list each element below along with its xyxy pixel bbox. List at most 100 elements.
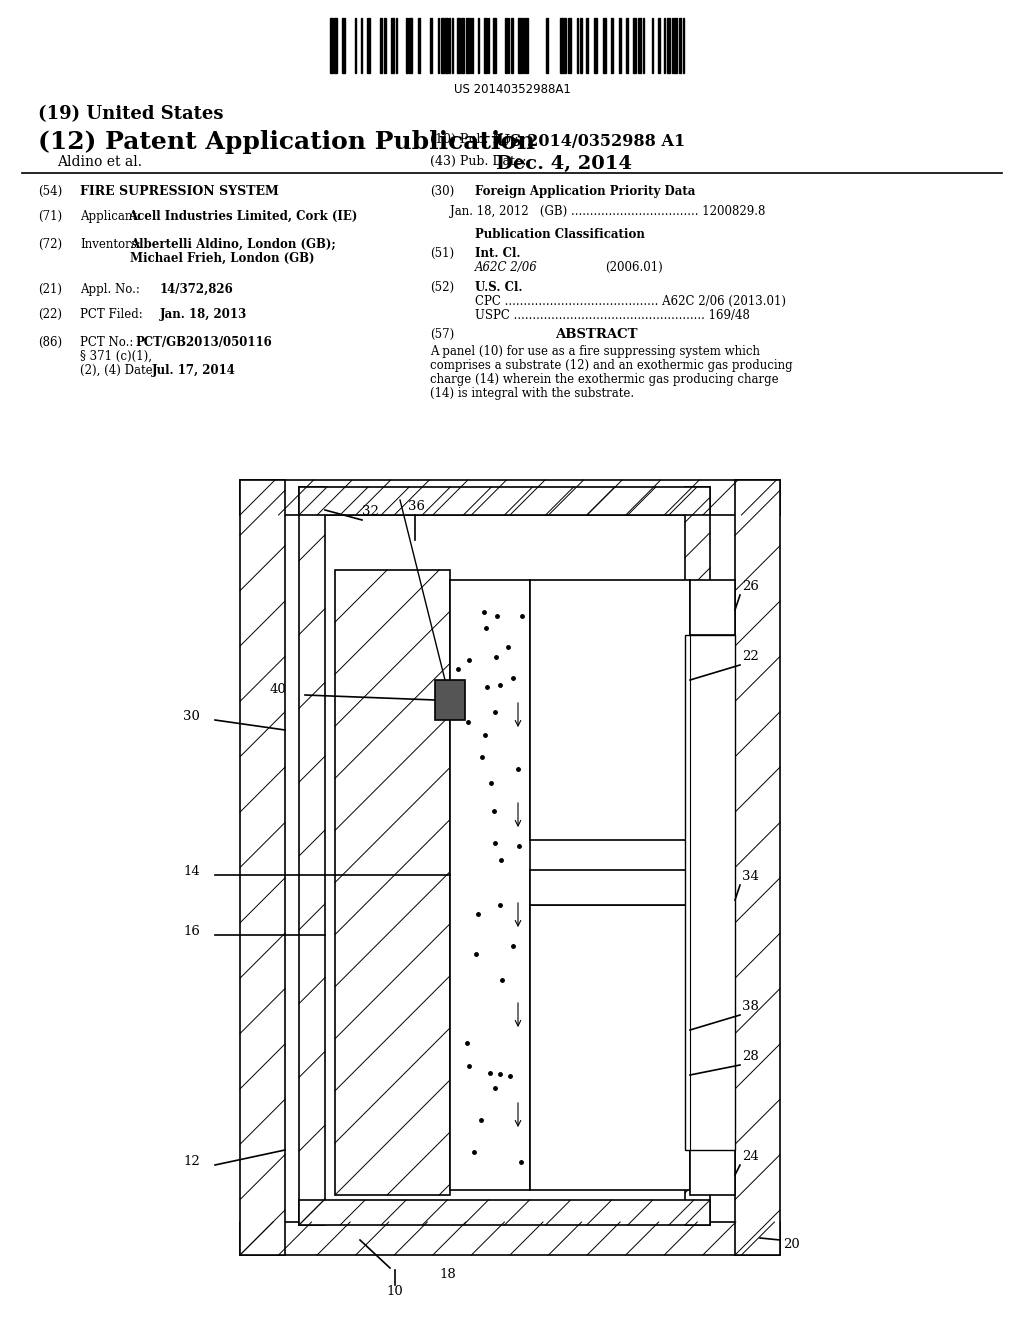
- Bar: [633, 18, 636, 73]
- Bar: [685, 487, 710, 840]
- Bar: [638, 18, 641, 73]
- Text: (71): (71): [38, 210, 62, 223]
- Bar: [430, 18, 432, 73]
- Text: US 2014/0352988 A1: US 2014/0352988 A1: [496, 133, 685, 150]
- Bar: [466, 18, 469, 73]
- Bar: [406, 18, 408, 73]
- Text: 14: 14: [183, 865, 200, 878]
- Bar: [530, 906, 690, 1191]
- Text: (51): (51): [430, 247, 454, 260]
- Text: A panel (10) for use as a fire suppressing system which: A panel (10) for use as a fire suppressi…: [430, 345, 760, 358]
- Text: 16: 16: [183, 925, 200, 939]
- Bar: [409, 18, 412, 73]
- Text: (19) United States: (19) United States: [38, 106, 223, 123]
- Text: 26: 26: [742, 579, 759, 593]
- Bar: [685, 906, 710, 1225]
- Bar: [546, 18, 548, 73]
- Bar: [418, 18, 420, 73]
- Text: PCT No.:: PCT No.:: [80, 337, 133, 348]
- Text: (54): (54): [38, 185, 62, 198]
- Bar: [240, 480, 780, 515]
- Bar: [505, 18, 507, 73]
- Bar: [330, 18, 333, 73]
- Bar: [667, 18, 670, 73]
- Text: (52): (52): [430, 281, 454, 294]
- Text: A62C 2/06: A62C 2/06: [475, 261, 538, 275]
- Text: § 371 (c)(1),: § 371 (c)(1),: [80, 350, 152, 363]
- Text: FIRE SUPRESSION SYSTEM: FIRE SUPRESSION SYSTEM: [80, 185, 279, 198]
- Bar: [484, 18, 487, 73]
- Bar: [435, 680, 465, 719]
- Bar: [445, 18, 449, 73]
- Text: (2006.01): (2006.01): [605, 261, 663, 275]
- Text: 40: 40: [270, 682, 287, 696]
- Text: 24: 24: [742, 1150, 759, 1163]
- Text: Michael Frieh, London (GB): Michael Frieh, London (GB): [130, 252, 314, 265]
- Bar: [658, 18, 660, 73]
- Text: 20: 20: [783, 1238, 800, 1251]
- Text: 30: 30: [183, 710, 200, 723]
- Text: Jan. 18, 2012   (GB) .................................. 1200829.8: Jan. 18, 2012 (GB) .....................…: [450, 205, 765, 218]
- Bar: [618, 18, 621, 73]
- Text: 22: 22: [742, 649, 759, 663]
- Text: (14) is integral with the substrate.: (14) is integral with the substrate.: [430, 387, 634, 400]
- Bar: [568, 18, 571, 73]
- Text: Appl. No.:: Appl. No.:: [80, 282, 140, 296]
- Text: CPC ......................................... A62C 2/06 (2013.01): CPC ....................................…: [475, 294, 786, 308]
- Text: (2), (4) Date:: (2), (4) Date:: [80, 364, 157, 378]
- Text: 38: 38: [742, 1001, 759, 1012]
- Text: 28: 28: [742, 1049, 759, 1063]
- Bar: [690, 1150, 735, 1195]
- Text: 18: 18: [439, 1269, 457, 1280]
- Bar: [679, 18, 681, 73]
- Bar: [240, 480, 285, 1255]
- Text: Foreign Application Priority Data: Foreign Application Priority Data: [475, 185, 695, 198]
- Bar: [530, 870, 690, 906]
- Bar: [530, 579, 690, 840]
- Bar: [299, 487, 325, 1225]
- Text: (22): (22): [38, 308, 62, 321]
- Text: (72): (72): [38, 238, 62, 251]
- Text: U.S. Cl.: U.S. Cl.: [475, 281, 522, 294]
- Text: Acell Industries Limited, Cork (IE): Acell Industries Limited, Cork (IE): [128, 210, 357, 223]
- Text: 10: 10: [387, 1284, 403, 1298]
- Bar: [457, 18, 460, 73]
- Text: charge (14) wherein the exothermic gas producing charge: charge (14) wherein the exothermic gas p…: [430, 374, 778, 385]
- Text: 36: 36: [408, 500, 425, 513]
- Text: Publication Classification: Publication Classification: [475, 228, 645, 242]
- Bar: [299, 487, 710, 515]
- Text: (86): (86): [38, 337, 62, 348]
- Text: (12) Patent Application Publication: (12) Patent Application Publication: [38, 129, 536, 154]
- Text: 34: 34: [742, 870, 759, 883]
- Text: Jan. 18, 2013: Jan. 18, 2013: [160, 308, 247, 321]
- Text: Inventors:: Inventors:: [80, 238, 140, 251]
- Bar: [461, 18, 464, 73]
- Bar: [735, 480, 780, 1255]
- Bar: [560, 18, 563, 73]
- Text: (43) Pub. Date:: (43) Pub. Date:: [430, 154, 526, 168]
- Text: (57): (57): [430, 327, 455, 341]
- Text: Int. Cl.: Int. Cl.: [475, 247, 520, 260]
- Bar: [342, 18, 345, 73]
- Text: PCT Filed:: PCT Filed:: [80, 308, 142, 321]
- Bar: [384, 18, 386, 73]
- Bar: [518, 18, 521, 73]
- Bar: [674, 18, 677, 73]
- Bar: [626, 18, 628, 73]
- Text: ABSTRACT: ABSTRACT: [555, 327, 638, 341]
- Text: Albertelli Aldino, London (GB);: Albertelli Aldino, London (GB);: [130, 238, 336, 251]
- Text: Applicant:: Applicant:: [80, 210, 141, 223]
- Bar: [603, 18, 606, 73]
- Bar: [690, 579, 735, 635]
- Bar: [334, 18, 337, 73]
- Bar: [611, 18, 613, 73]
- Bar: [580, 18, 582, 73]
- Bar: [511, 18, 513, 73]
- Text: 12: 12: [183, 1155, 200, 1168]
- Bar: [564, 18, 566, 73]
- Text: Aldino et al.: Aldino et al.: [57, 154, 142, 169]
- Bar: [240, 1222, 780, 1255]
- Text: PCT/GB2013/050116: PCT/GB2013/050116: [135, 337, 271, 348]
- Text: 14/372,826: 14/372,826: [160, 282, 233, 296]
- Bar: [594, 18, 597, 73]
